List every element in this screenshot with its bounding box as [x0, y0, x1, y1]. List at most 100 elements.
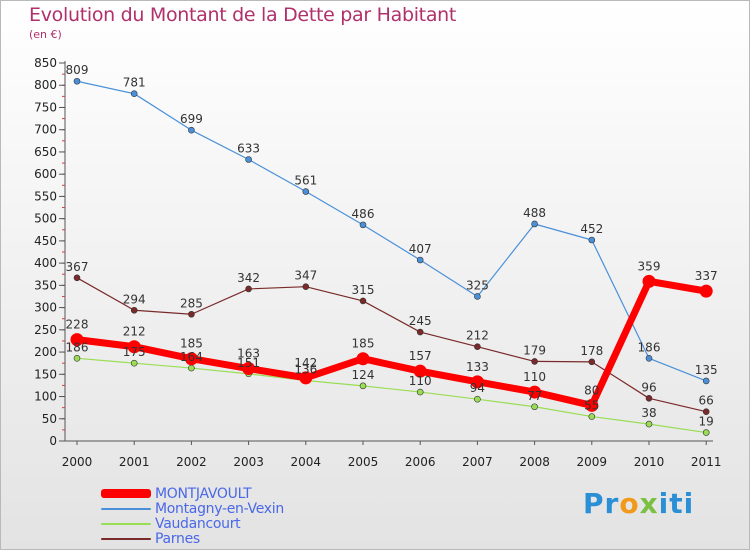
- data-point: [645, 395, 653, 402]
- series-montjavoult: [70, 274, 713, 412]
- y-tick-label: 0: [49, 434, 57, 448]
- x-tick-label: 2007: [462, 455, 493, 469]
- data-point: [127, 340, 141, 354]
- data-label: 325: [466, 278, 489, 292]
- data-label: 164: [180, 350, 203, 364]
- data-label: 80: [584, 383, 599, 397]
- legend-swatch-vaudancourt: [101, 522, 151, 525]
- x-tick-label: 2011: [691, 455, 722, 469]
- x-tick-label: 2004: [291, 455, 322, 469]
- data-label: 699: [180, 112, 203, 126]
- data-label: 157: [409, 349, 432, 363]
- data-point: [188, 126, 195, 134]
- data-label: 186: [638, 340, 661, 354]
- data-label: 142: [294, 356, 317, 370]
- data-point: [528, 385, 542, 399]
- y-tick-label: 700: [34, 123, 57, 137]
- data-label: 185: [352, 337, 375, 351]
- data-label: 367: [66, 260, 89, 274]
- data-label: 110: [409, 374, 432, 388]
- y-tick-label: 300: [34, 301, 57, 315]
- data-point: [302, 188, 310, 195]
- data-point: [645, 354, 653, 362]
- data-point: [302, 283, 310, 290]
- data-label: 488: [523, 206, 546, 220]
- data-point: [416, 256, 424, 264]
- data-label: 179: [523, 343, 546, 357]
- data-label: 337: [695, 269, 718, 283]
- legend-label-parnes: Parnes: [155, 530, 200, 547]
- x-tick-label: 2003: [233, 455, 264, 469]
- data-point: [531, 403, 538, 411]
- data-point: [73, 354, 81, 362]
- data-label: 151: [237, 356, 260, 370]
- data-label: 186: [66, 340, 89, 354]
- x-tick-label: 2009: [577, 455, 608, 469]
- data-point: [413, 364, 427, 378]
- data-point: [356, 352, 370, 366]
- data-label: 285: [180, 296, 203, 310]
- logo-part-1: Pr: [583, 487, 620, 520]
- chart-title: Evolution du Montant de la Dette par Hab…: [29, 4, 457, 26]
- data-point: [588, 413, 596, 420]
- data-label: 110: [523, 370, 546, 384]
- data-point: [702, 408, 710, 415]
- x-tick-label: 2000: [62, 455, 93, 469]
- y-tick-label: 650: [34, 145, 57, 159]
- series-line: [76, 277, 707, 413]
- series-line: [76, 357, 707, 434]
- data-point: [188, 364, 195, 372]
- data-label: 96: [641, 380, 656, 394]
- legend-label-vaudancourt: Vaudancourt: [155, 515, 241, 532]
- data-label: 175: [123, 345, 146, 359]
- proxiti-logo: Proxiti: [583, 487, 694, 520]
- x-tick-label: 2006: [405, 455, 436, 469]
- data-point: [130, 90, 138, 97]
- legend-swatch-parnes: [101, 537, 151, 540]
- data-label: 94: [470, 381, 485, 395]
- data-label: 19: [699, 415, 714, 429]
- data-label: 212: [123, 325, 146, 339]
- data-point: [184, 352, 198, 366]
- data-label: 359: [638, 259, 661, 273]
- y-tick-label: 100: [34, 390, 57, 404]
- data-point: [642, 274, 656, 288]
- logo-part-4: iti: [658, 487, 695, 520]
- data-label: 136: [294, 363, 317, 377]
- data-label: 452: [580, 222, 603, 236]
- data-label: 633: [237, 142, 260, 156]
- chart-unit-label: (en €): [29, 28, 62, 41]
- data-point: [531, 220, 538, 228]
- data-point: [73, 77, 81, 85]
- data-point: [474, 395, 481, 403]
- legend-label-montjavoult: MONTJAVOULT: [155, 485, 252, 502]
- data-label: 77: [527, 389, 542, 403]
- data-label: 55: [584, 399, 599, 413]
- data-label: 135: [695, 363, 718, 377]
- data-point: [531, 358, 538, 365]
- legend-item-vaudancourt: Vaudancourt: [101, 515, 241, 532]
- data-point: [299, 371, 313, 385]
- data-point: [242, 362, 256, 376]
- data-label: 66: [699, 394, 714, 408]
- y-tick-label: 800: [34, 78, 57, 92]
- x-tick-label: 2002: [176, 455, 207, 469]
- data-label: 133: [466, 360, 489, 374]
- data-point: [359, 382, 367, 390]
- series-line: [73, 277, 710, 409]
- data-point: [699, 284, 713, 298]
- data-point: [245, 156, 252, 163]
- data-point: [588, 236, 596, 244]
- data-point: [645, 420, 653, 428]
- y-tick-label: 250: [34, 323, 57, 337]
- data-point: [359, 297, 367, 305]
- y-tick-label: 850: [34, 56, 57, 70]
- data-label: 38: [641, 406, 656, 420]
- legend-swatch-montjavoult: [101, 489, 151, 498]
- data-label: 245: [409, 314, 432, 328]
- logo-part-3: x: [639, 487, 659, 520]
- y-tick-label: 50: [42, 412, 57, 426]
- legend-item-parnes: Parnes: [101, 530, 200, 547]
